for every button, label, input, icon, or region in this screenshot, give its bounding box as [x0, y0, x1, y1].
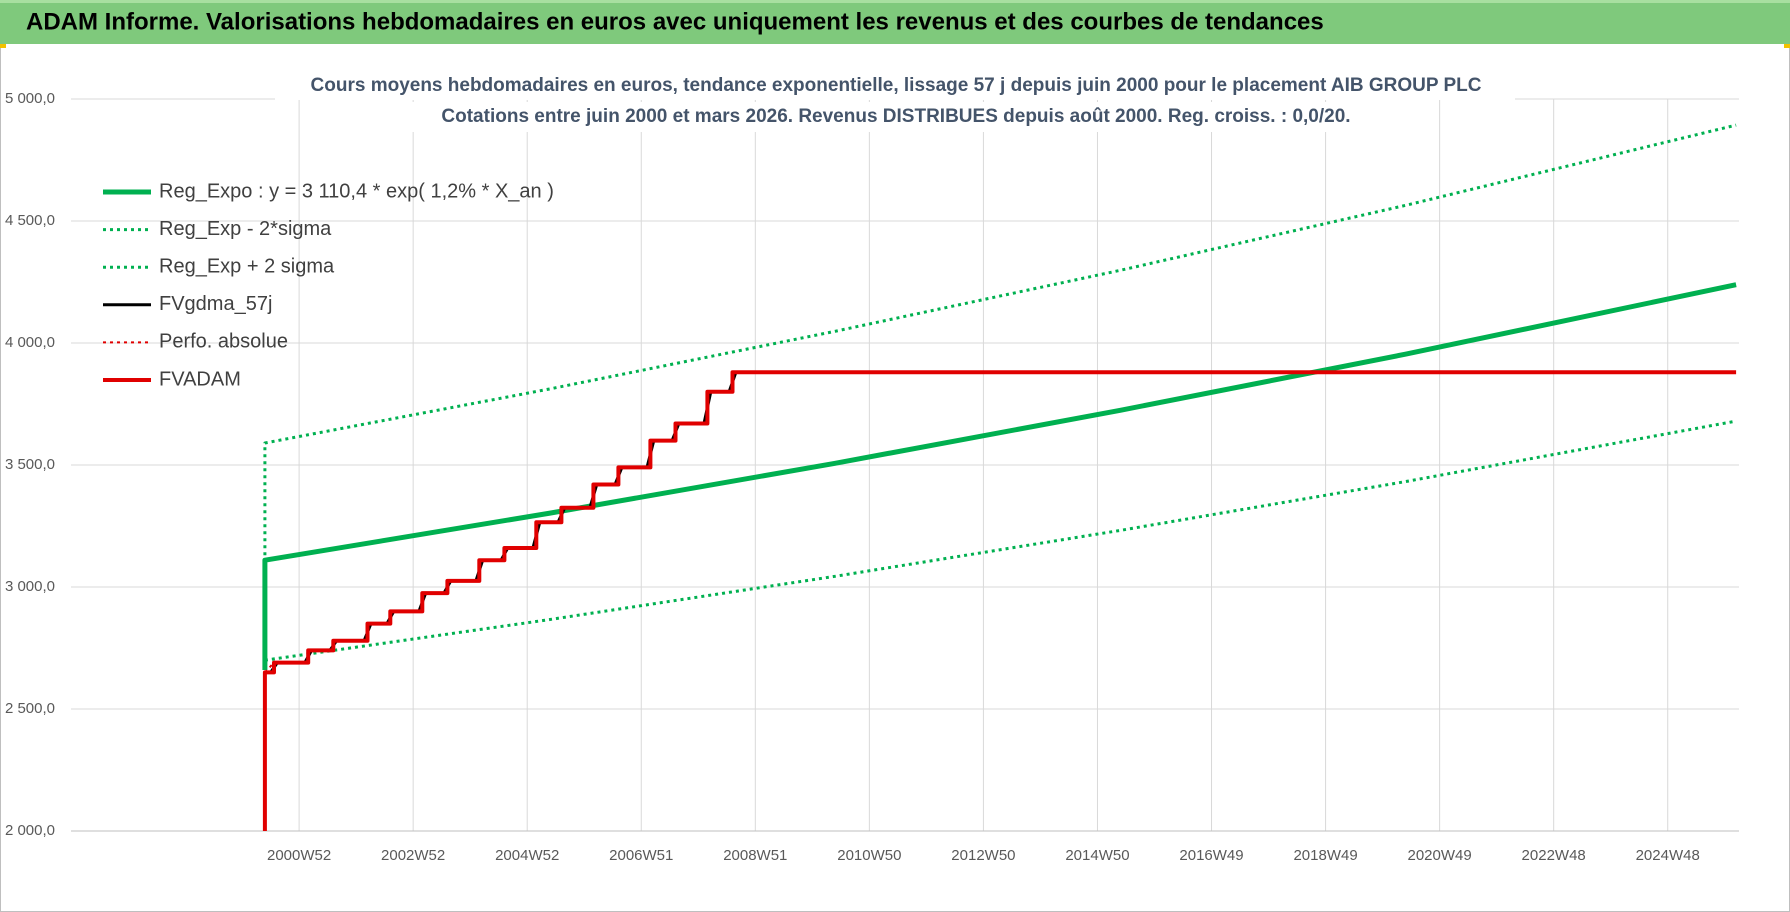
header-title: ADAM Informe. Valorisations hebdomadaire…	[26, 8, 1324, 35]
x-tick-label: 2014W50	[1065, 847, 1129, 864]
x-tick-label: 2012W50	[951, 847, 1015, 864]
y-tick-label: 3 500,0	[5, 456, 55, 473]
y-tick-label: 5 000,0	[5, 90, 55, 107]
y-tick-label: 2 500,0	[5, 700, 55, 717]
series-line	[263, 123, 1737, 661]
series-line	[264, 419, 1737, 662]
series-line	[262, 370, 1737, 831]
x-tick-label: 2008W51	[723, 847, 787, 864]
plot	[262, 123, 1737, 831]
grid	[71, 98, 1739, 832]
legend-label: FVgdma_57j	[159, 293, 272, 315]
y-tick-label: 4 000,0	[5, 334, 55, 351]
legend-label: Reg_Expo : y = 3 110,4 * exp( 1,2% * X_a…	[159, 180, 554, 202]
series-line	[262, 282, 1737, 670]
y-tick-label: 4 500,0	[5, 212, 55, 229]
header-top	[0, 0, 1790, 3]
x-tick-label: 2020W49	[1408, 847, 1472, 864]
x-tick-label: 2016W49	[1179, 847, 1243, 864]
y-tick-label: 2 000,0	[5, 822, 55, 839]
x-tick-label: 2010W50	[837, 847, 901, 864]
chart-title: Cours moyens hebdomadaires en euros, ten…	[311, 75, 1482, 96]
title-bg	[400, 102, 1390, 132]
x-tick-label: 2006W51	[609, 847, 673, 864]
x-tick-label: 2004W52	[495, 847, 559, 864]
chart-subtitle: Cotations entre juin 2000 et mars 2026. …	[441, 106, 1350, 127]
x-tick-label: 2024W48	[1636, 847, 1700, 864]
legend-label: Reg_Exp - 2*sigma	[159, 218, 332, 240]
x-tick-label: 2022W48	[1522, 847, 1586, 864]
x-tick-label: 2002W52	[381, 847, 445, 864]
title-bg	[275, 70, 1515, 100]
x-tick-label: 2018W49	[1293, 847, 1357, 864]
legend-label: FVADAM	[159, 368, 241, 390]
legend: Reg_Expo : y = 3 110,4 * exp( 1,2% * X_a…	[103, 180, 554, 390]
legend-label: Perfo. absolue	[159, 331, 288, 353]
y-tick-label: 3 000,0	[5, 578, 55, 595]
corner	[0, 44, 6, 48]
legend-label: Reg_Exp + 2 sigma	[159, 255, 335, 277]
x-tick-label: 2000W52	[267, 847, 331, 864]
header-bar	[0, 0, 1790, 44]
corner	[1784, 44, 1790, 48]
